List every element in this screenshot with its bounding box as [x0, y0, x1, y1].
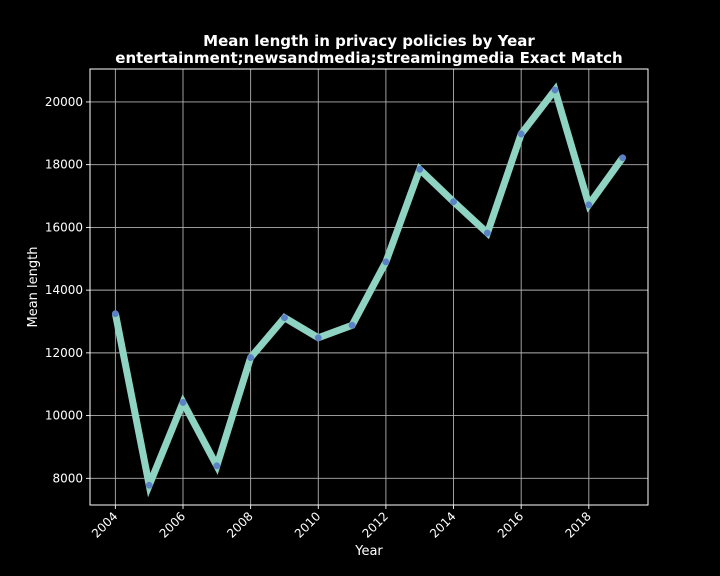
y-tick-label: 20000	[45, 95, 83, 109]
x-tick-label: 2010	[292, 509, 323, 540]
x-tick-label: 2012	[360, 509, 391, 540]
y-tick-label: 16000	[45, 220, 83, 234]
y-tick-label: 12000	[45, 346, 83, 360]
data-point	[382, 258, 390, 266]
data-point	[213, 462, 221, 470]
data-point	[111, 310, 119, 318]
data-point	[517, 130, 525, 138]
data-point	[551, 86, 559, 94]
data-point	[619, 154, 627, 162]
data-point	[585, 201, 593, 209]
data-point	[247, 354, 255, 362]
x-tick-label: 2016	[495, 509, 526, 540]
grid	[90, 69, 648, 505]
y-axis-ticks: 8000 10000 12000 14000 16000 18000 20000	[45, 95, 90, 485]
x-tick-label: 2004	[89, 509, 120, 540]
data-point	[450, 198, 457, 206]
y-tick-label: 10000	[45, 409, 83, 423]
x-axis-label: Year	[354, 544, 383, 559]
data-point	[179, 398, 187, 406]
series-line	[111, 82, 626, 498]
y-tick-label: 14000	[45, 283, 83, 297]
y-tick-label: 8000	[52, 471, 83, 485]
data-point	[348, 321, 356, 329]
data-point	[281, 314, 288, 322]
y-axis-label: Mean length	[26, 247, 41, 328]
x-tick-label: 2008	[224, 509, 255, 540]
chart-title-line-1: Mean length in privacy policies by Year	[203, 32, 535, 50]
data-series	[111, 82, 627, 498]
plot-frame	[89, 68, 649, 506]
x-axis-ticks: 2004 2006 2008 2010 2012 2014 2016 2018	[89, 505, 594, 541]
data-point	[314, 334, 322, 342]
data-point	[416, 165, 424, 173]
data-point	[483, 229, 491, 237]
x-tick-label: 2018	[562, 509, 593, 540]
x-tick-label: 2006	[157, 509, 188, 540]
data-point	[145, 481, 153, 489]
chart-title-line-2: entertainment;newsandmedia;streamingmedi…	[115, 49, 622, 67]
x-tick-label: 2014	[427, 509, 458, 540]
y-tick-label: 18000	[45, 158, 83, 172]
